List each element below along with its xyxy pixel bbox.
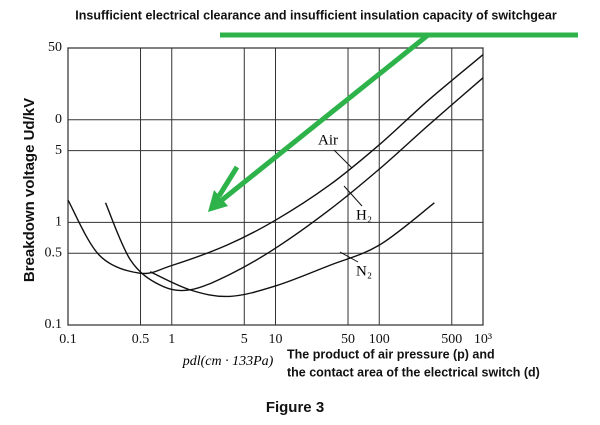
x-tick-label: 500: [441, 332, 462, 347]
leader-line: [343, 185, 363, 207]
x-tick-label: 0.1: [59, 332, 77, 347]
x-tick-label: 100: [369, 332, 390, 347]
x-axis-label: pdl(cm · 133Pa): [182, 354, 274, 369]
x-tick-label: 50: [341, 332, 355, 347]
y-tick-label: 0: [55, 112, 62, 127]
y-tick-label: 50: [48, 40, 62, 55]
y-tick-label: 0.1: [45, 317, 63, 332]
curve: [67, 54, 484, 275]
arrow-shaft: [216, 165, 240, 198]
x-tick-label: 5: [241, 332, 248, 347]
x-tick-label: 0.5: [132, 332, 150, 347]
leader-line: [339, 251, 359, 263]
x-tick-label: 10: [269, 332, 283, 347]
y-tick-label: 5: [55, 143, 62, 158]
arrow-shaft: [220, 33, 430, 202]
series-label: N₂: [356, 263, 372, 279]
x-tick-label: 1: [168, 332, 175, 347]
series-label: Air: [318, 132, 338, 148]
y-tick-label: 0.5: [45, 245, 63, 260]
y-axis-label: Breakdown voltage Ud/kV: [21, 98, 38, 282]
green-arrows: [208, 32, 578, 212]
chart-title: Insufficient electrical clearance and in…: [75, 8, 557, 22]
caption: Figure 3: [266, 399, 324, 416]
x-note: the contact area of the electrical switc…: [287, 365, 540, 379]
curve: [149, 202, 435, 298]
series-label: H₂: [356, 207, 372, 223]
arrow-head: [208, 190, 228, 212]
x-tick-label: 10³: [474, 332, 492, 347]
y-tick-label: 1: [55, 215, 62, 230]
curve: [104, 77, 484, 292]
annotations: Air H₂ N₂: [318, 132, 372, 279]
leader-line: [333, 149, 353, 169]
x-note: The product of air pressure (p) and: [287, 347, 495, 361]
